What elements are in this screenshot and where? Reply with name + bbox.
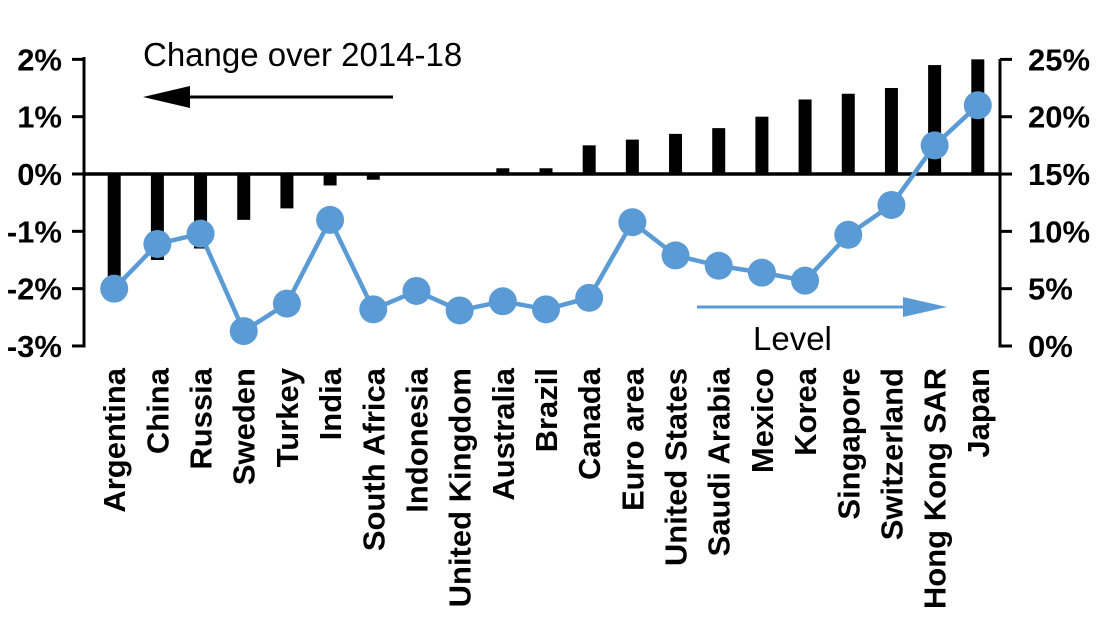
bar [280, 174, 294, 209]
bar [798, 99, 812, 174]
bar [366, 174, 380, 180]
bar [712, 128, 726, 174]
category-label: United Kingdom [443, 368, 478, 607]
line-marker [661, 241, 690, 270]
line-marker [834, 220, 863, 249]
bar [323, 174, 337, 186]
right-axis-tick-label: 10% [1028, 214, 1090, 249]
right-axis-tick-label: 0% [1028, 329, 1073, 364]
line-marker [272, 289, 301, 318]
category-label: Canada [572, 367, 607, 480]
category-label: United States [659, 368, 694, 566]
category-label: Saudi Arabia [702, 367, 737, 556]
category-label: India [313, 367, 348, 440]
bar [237, 174, 251, 220]
level-arrow-head [903, 297, 947, 317]
level-annotation-label: Level [753, 320, 832, 357]
category-label: South Africa [356, 367, 391, 551]
bar [669, 133, 683, 174]
category-label: Indonesia [399, 367, 434, 512]
line-marker [488, 287, 517, 316]
bar [884, 88, 898, 174]
bar [582, 145, 596, 174]
change-annotation-label: Change over 2014-18 [143, 36, 463, 73]
category-label: Korea [788, 367, 823, 456]
left-axis-tick-label: 2% [17, 42, 62, 77]
left-axis-tick-label: -2% [7, 272, 62, 307]
line-marker [704, 251, 733, 280]
category-label: Australia [486, 367, 521, 500]
line-marker [229, 317, 258, 346]
category-label: Hong Kong SAR [918, 368, 953, 609]
bar [841, 93, 855, 174]
category-label: Euro area [615, 367, 650, 511]
right-axis-tick-label: 25% [1028, 42, 1090, 77]
line-marker [359, 295, 388, 324]
right-axis-tick-label: 20% [1028, 100, 1090, 135]
line-marker [920, 131, 949, 160]
left-axis-tick-label: -3% [7, 329, 62, 364]
line-marker [100, 274, 129, 303]
category-label: Mexico [745, 368, 780, 473]
line-marker [143, 229, 172, 258]
line-marker [316, 205, 345, 234]
category-label: Argentina [97, 367, 132, 512]
line-marker [186, 219, 215, 248]
right-axis-tick-label: 15% [1028, 157, 1090, 192]
category-label: Switzerland [874, 368, 909, 540]
bar [107, 174, 121, 278]
bar [755, 116, 769, 174]
bar [539, 168, 553, 174]
left-axis-tick-label: -1% [7, 214, 62, 249]
category-label: China [140, 367, 175, 454]
line-marker [747, 258, 776, 287]
category-label: Sweden [227, 368, 262, 485]
line-marker [445, 296, 474, 325]
line-marker [877, 190, 906, 219]
line-marker [532, 295, 560, 324]
line-marker [618, 208, 647, 237]
category-label: Brazil [529, 368, 564, 452]
category-label: Japan [961, 368, 996, 458]
line-marker [963, 91, 992, 120]
category-label: Singapore [831, 368, 866, 520]
bar [625, 139, 639, 174]
line-marker [575, 283, 604, 312]
line-marker [791, 266, 820, 295]
left-axis-tick-label: 0% [17, 157, 62, 192]
change-arrow-head [143, 86, 190, 108]
left-axis-tick-label: 1% [17, 100, 62, 135]
line-marker [402, 276, 431, 305]
bar [496, 168, 510, 174]
category-label: Turkey [270, 367, 305, 467]
category-label: Russia [184, 367, 219, 469]
right-axis-tick-label: 5% [1028, 272, 1073, 307]
